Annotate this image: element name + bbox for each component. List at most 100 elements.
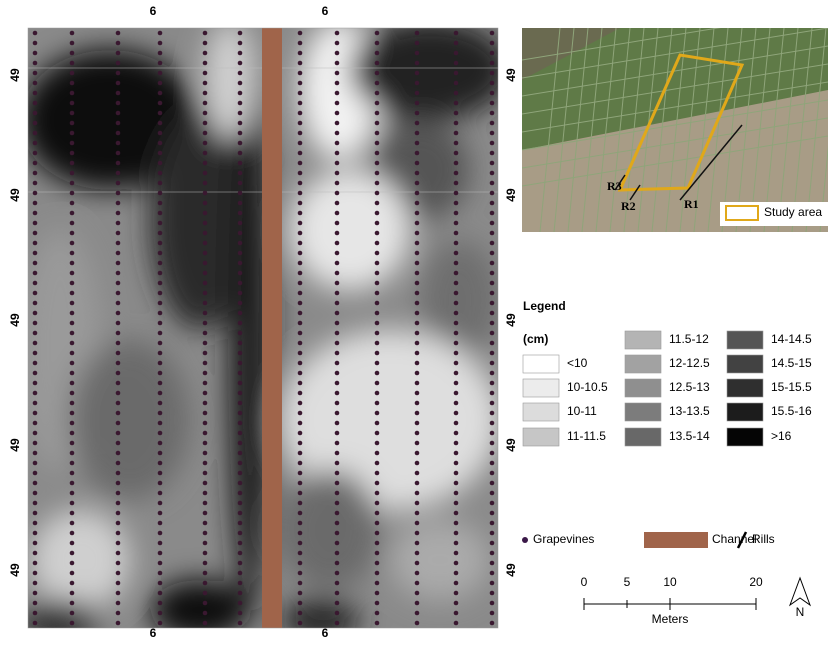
- grapevine: [490, 611, 495, 616]
- grapevine: [238, 281, 243, 286]
- grapevine: [335, 151, 340, 156]
- grapevine: [375, 211, 380, 216]
- grapevine: [238, 101, 243, 106]
- grapevine: [335, 611, 340, 616]
- grapevine: [33, 71, 38, 76]
- grapevine: [203, 491, 208, 496]
- grapevine: [158, 251, 163, 256]
- grapevine: [490, 511, 495, 516]
- grapevine: [415, 121, 420, 126]
- grapevine: [158, 361, 163, 366]
- grapevine: [375, 571, 380, 576]
- scale-label: 10: [663, 575, 677, 589]
- grapevine: [335, 291, 340, 296]
- grapevine: [490, 231, 495, 236]
- grapevine: [298, 121, 303, 126]
- grapevine: [70, 581, 75, 586]
- grapevine: [203, 501, 208, 506]
- grapevine: [70, 71, 75, 76]
- grapevine: [70, 51, 75, 56]
- grapevine: [454, 571, 459, 576]
- grapevine: [116, 621, 121, 626]
- grapevine: [203, 171, 208, 176]
- grapevine: [203, 81, 208, 86]
- grapevine: [375, 311, 380, 316]
- grapevine: [454, 551, 459, 556]
- grapevine: [238, 181, 243, 186]
- grapevine: [335, 551, 340, 556]
- grapevine: [298, 231, 303, 236]
- grapevine: [158, 181, 163, 186]
- grapevine: [203, 31, 208, 36]
- grapevine: [375, 351, 380, 356]
- grapevine: [415, 321, 420, 326]
- grapevine: [490, 411, 495, 416]
- grapevine: [33, 141, 38, 146]
- grapevine: [33, 111, 38, 116]
- grapevine: [298, 351, 303, 356]
- grapevine: [375, 511, 380, 516]
- grapevine: [375, 471, 380, 476]
- grapevine: [375, 601, 380, 606]
- grapevine: [70, 271, 75, 276]
- grapevine: [203, 191, 208, 196]
- grapevine: [33, 131, 38, 136]
- grapevine: [298, 481, 303, 486]
- grapevine: [203, 411, 208, 416]
- grapevine: [335, 411, 340, 416]
- grapevine: [238, 381, 243, 386]
- grapevine: [490, 591, 495, 596]
- grapevine: [490, 431, 495, 436]
- grapevine: [158, 201, 163, 206]
- grapevine: [116, 531, 121, 536]
- grapevine: [33, 291, 38, 296]
- grapevine: [70, 151, 75, 156]
- grapevine: [203, 461, 208, 466]
- grapevine: [454, 191, 459, 196]
- legend-swatch: [523, 379, 559, 397]
- grapevine: [454, 491, 459, 496]
- grapevine: [415, 611, 420, 616]
- grapevine: [33, 581, 38, 586]
- grapevine: [375, 231, 380, 236]
- grapevine: [33, 281, 38, 286]
- grapevine: [158, 431, 163, 436]
- grapevine: [335, 321, 340, 326]
- grapevine: [116, 281, 121, 286]
- grapevine: [298, 221, 303, 226]
- grapevine: [116, 351, 121, 356]
- grapevine: [33, 371, 38, 376]
- grapevine: [490, 171, 495, 176]
- grapevine: [33, 61, 38, 66]
- grapevine: [298, 41, 303, 46]
- grapevine: [415, 41, 420, 46]
- grapevine: [203, 181, 208, 186]
- grapevine: [158, 261, 163, 266]
- grapevine: [203, 511, 208, 516]
- grapevine: [298, 491, 303, 496]
- grapevine: [116, 71, 121, 76]
- grapevine: [116, 131, 121, 136]
- grapevine: [298, 141, 303, 146]
- grapevine: [238, 441, 243, 446]
- legend-label: 11-11.5: [567, 429, 606, 443]
- grapevine: [238, 171, 243, 176]
- grapevine: [116, 121, 121, 126]
- grapevine: [203, 51, 208, 56]
- grapevine: [490, 111, 495, 116]
- grapevine: [158, 371, 163, 376]
- legend-swatch: [625, 355, 661, 373]
- grapevine: [490, 201, 495, 206]
- grapevine: [158, 301, 163, 306]
- grapevine: [238, 231, 243, 236]
- grapevine: [116, 491, 121, 496]
- grapevine: [203, 611, 208, 616]
- grapevine: [33, 171, 38, 176]
- grapevine: [335, 191, 340, 196]
- grapevine: [116, 181, 121, 186]
- grapevine: [415, 511, 420, 516]
- grapevine: [335, 71, 340, 76]
- grapevine: [454, 101, 459, 106]
- grapevine: [33, 501, 38, 506]
- grapevine: [415, 171, 420, 176]
